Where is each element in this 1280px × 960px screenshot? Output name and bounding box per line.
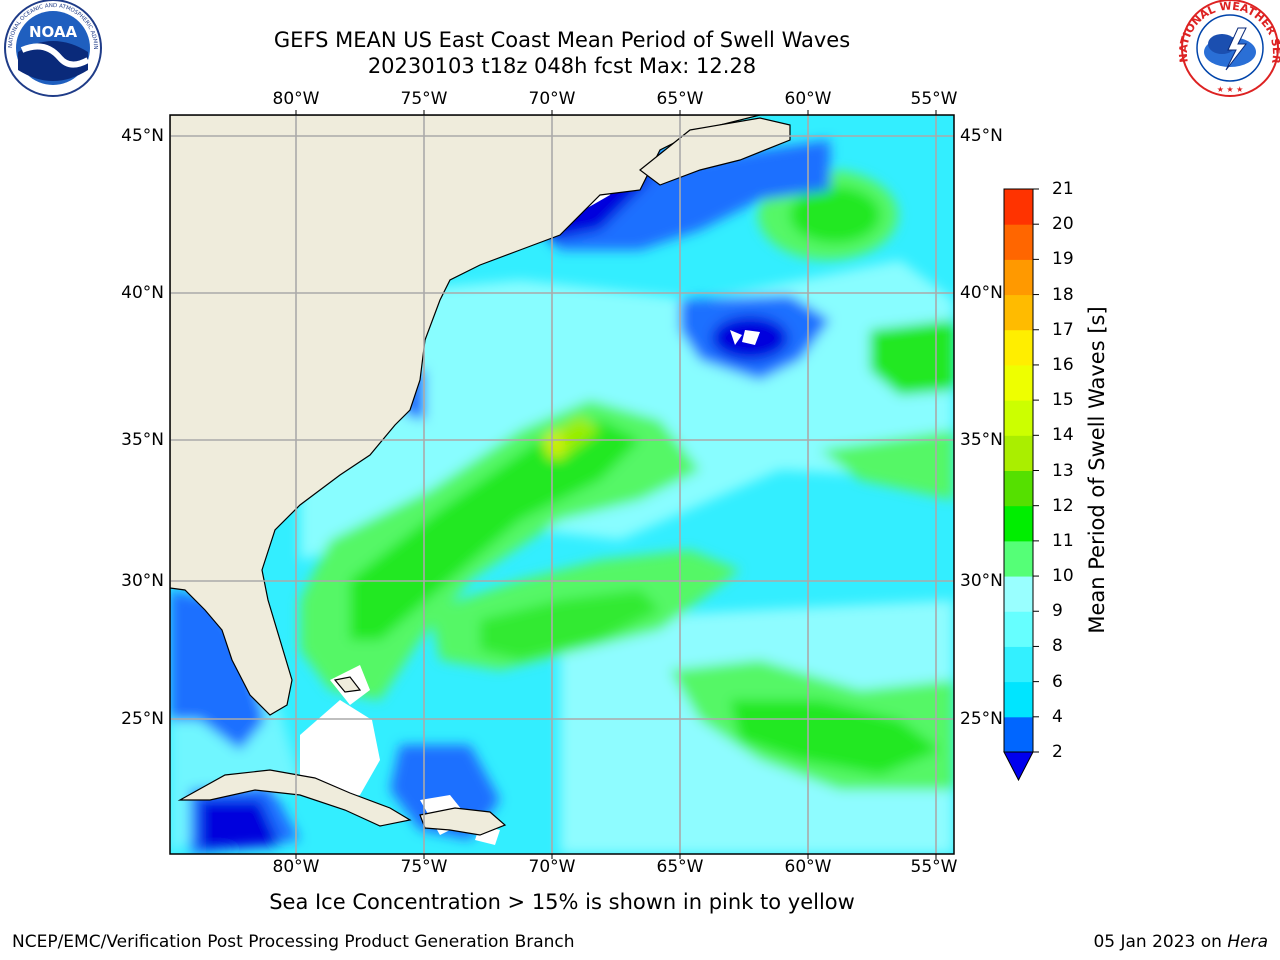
noaa-logo: NOAA NATIONAL OCEANIC AND ATMOSPHERIC AD…: [0, 0, 102, 97]
colorbar-tick-label: 4: [1052, 706, 1063, 727]
lon-tick-bottom: 60°W: [784, 857, 832, 877]
footer-host: Hera: [1227, 932, 1268, 952]
colorbar-band: [1004, 259, 1033, 296]
lat-tick-left: 35°N: [121, 430, 164, 450]
cuba-land: [177, 769, 412, 827]
footer-date: 05 Jan 2023 on Hera: [1093, 932, 1268, 952]
colorbar-tick-label: 19: [1052, 249, 1074, 270]
colorbar-band: [1004, 576, 1033, 612]
colorbar-tick-label: 21: [1052, 179, 1074, 199]
colorbar-tick-label: 12: [1052, 495, 1074, 516]
colorbar-band: [1004, 716, 1033, 753]
field-lt2s-caribbean: [200, 800, 280, 850]
footer-date-text: 05 Jan 2023 on: [1093, 932, 1228, 952]
lon-tick-bottom: 80°W: [272, 857, 320, 877]
map-tick-marks: [295, 110, 937, 859]
colorbar-band: [1004, 646, 1033, 683]
nova-scotia-land: [639, 117, 791, 186]
lon-tick-top: 65°W: [656, 89, 704, 109]
colorbar-tick-label: 20: [1052, 214, 1074, 235]
field-2-4s-gulf-west-florida: [170, 590, 265, 750]
field-10-11s-gulfstream: [350, 420, 640, 640]
colorbar-band: [1004, 435, 1033, 471]
colorbar-tick-label: 14: [1052, 425, 1074, 446]
lon-tick-top: 75°W: [400, 89, 448, 109]
lon-tick-top: 70°W: [528, 89, 576, 109]
colorbar-band: [1004, 189, 1033, 225]
lat-tick-right: 45°N: [960, 126, 1003, 146]
colorbar-tick-label: 16: [1052, 354, 1074, 375]
colorbar-band: [1004, 224, 1033, 260]
swell-period-field: [170, 140, 954, 854]
lat-tick-right: 40°N: [960, 283, 1003, 303]
field-bahamas-core: [480, 590, 660, 660]
lon-tick-bottom: 75°W: [400, 857, 448, 877]
colorbar-tick-label: 2: [1052, 742, 1063, 762]
map-frame: [169, 114, 955, 855]
colorbar-band: [1004, 329, 1033, 366]
lon-tick-top: 60°W: [784, 89, 832, 109]
colorbar-tick-label: 17: [1052, 319, 1074, 340]
lat-tick-left: 40°N: [121, 283, 164, 303]
bahamas-land: [333, 676, 362, 693]
lat-tick-left: 30°N: [121, 571, 164, 591]
lat-tick-left: 25°N: [121, 709, 164, 729]
svg-text:★ ★ ★: ★ ★ ★: [1217, 85, 1244, 94]
lat-tick-left: 45°N: [121, 126, 164, 146]
colorbar-band: [1004, 611, 1033, 647]
footer-credit: NCEP/EMC/Verification Post Processing Pr…: [12, 932, 575, 952]
lat-tick-right: 35°N: [960, 430, 1003, 450]
sea-ice-note: Sea Ice Concentration > 15% is shown in …: [269, 890, 855, 914]
colorbar-tick-label: 9: [1052, 601, 1063, 622]
land-masses: [170, 115, 791, 836]
colorbar-label: Mean Period of Swell Waves [s]: [1085, 306, 1109, 634]
field-east-34n: [820, 430, 954, 500]
lat-tick-right: 25°N: [960, 709, 1003, 729]
lon-tick-bottom: 55°W: [910, 857, 958, 877]
colorbar-tick-label: 15: [1052, 390, 1074, 411]
nws-logo: NATIONAL WEATHER SERVICE ★ ★ ★: [0, 0, 1280, 97]
chart-title: GEFS MEAN US East Coast Mean Period of S…: [273, 28, 851, 52]
colorbar-tick-label: 11: [1052, 530, 1074, 551]
colorbar-tick-label: 18: [1052, 284, 1074, 305]
colorbar-tick-label: 8: [1052, 636, 1063, 657]
colorbar: [1003, 188, 1039, 782]
colorbar-band: [1004, 400, 1033, 436]
colorbar-tick-label: 13: [1052, 460, 1074, 481]
graticule: [170, 115, 954, 854]
lat-tick-right: 30°N: [960, 571, 1003, 591]
lon-tick-bottom: 65°W: [656, 857, 704, 877]
map-area: [170, 115, 954, 854]
us-mainland: [170, 115, 761, 716]
colorbar-band: [1004, 294, 1033, 331]
colorbar-band: [1004, 505, 1033, 542]
colorbar-band: [1004, 364, 1033, 401]
colorbar-band: [1004, 470, 1033, 507]
chart-subtitle: 20230103 t18z 048h fcst Max: 12.28: [367, 54, 757, 78]
field-east-39n: [870, 320, 954, 395]
colorbar-extend-arrow: [1003, 751, 1034, 782]
lon-tick-top: 55°W: [910, 89, 958, 109]
lon-tick-bottom: 70°W: [528, 857, 576, 877]
colorbar-tick-label: 6: [1052, 671, 1063, 692]
svg-text:NATIONAL WEATHER SERVICE: NATIONAL WEATHER SERVICE: [0, 0, 1280, 65]
nws-ring-text: NATIONAL WEATHER SERVICE: [0, 0, 1280, 65]
lon-tick-top: 80°W: [272, 89, 320, 109]
hispaniola-land: [419, 807, 507, 836]
field-max-12s: [545, 431, 565, 459]
colorbar-band: [1004, 540, 1033, 577]
field-nova-scotia-core: [790, 187, 880, 243]
noaa-logo-text: NOAA: [29, 23, 78, 41]
colorbar-tick-label: 10: [1052, 566, 1074, 587]
colorbar-band: [1004, 681, 1033, 718]
